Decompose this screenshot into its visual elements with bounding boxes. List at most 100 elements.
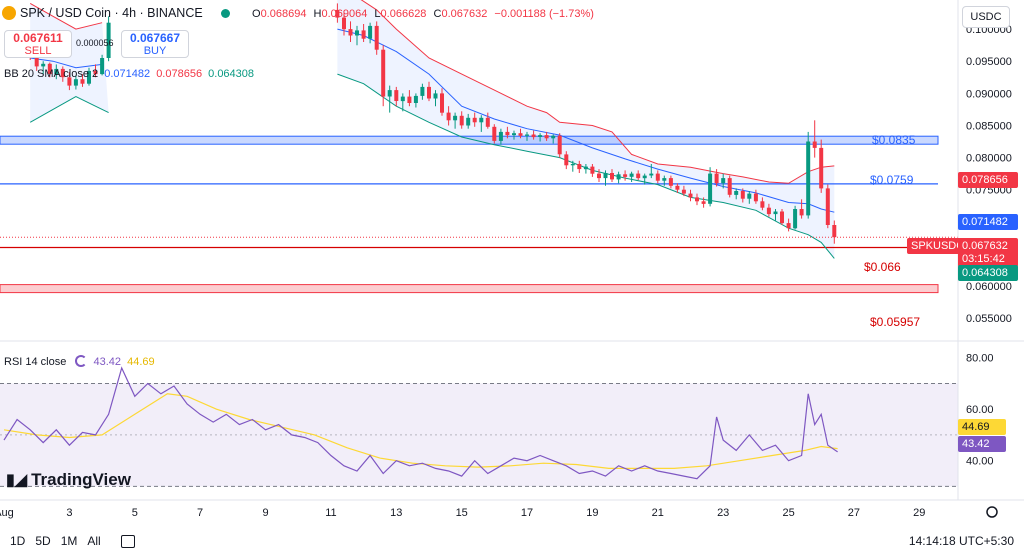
calendar-icon[interactable] <box>120 534 135 548</box>
candle-body <box>799 209 804 216</box>
candle-body <box>642 175 647 179</box>
tradingview-logo[interactable]: ▮◢ TradingView <box>6 470 131 490</box>
level-label-0759: $0.0759 <box>870 173 914 187</box>
bb-lower-value: 0.064308 <box>208 68 255 80</box>
candle-body <box>551 135 556 139</box>
settings-icon[interactable] <box>986 506 998 518</box>
candle-body <box>610 173 614 180</box>
clock[interactable]: 14:14:18 UTC+5:30 <box>908 534 1014 548</box>
rsi-tick-label: 60.00 <box>966 404 994 416</box>
time-tick-label: 23 <box>717 507 729 519</box>
loading-icon <box>75 355 88 367</box>
candle-body <box>47 63 52 75</box>
candle-body <box>695 197 699 202</box>
candle-body <box>87 70 91 84</box>
buy-label: BUY <box>143 45 167 57</box>
bb-label: BB 20 SMA close 2 <box>4 68 99 80</box>
candle-body <box>381 49 386 97</box>
rsi-ma-value: 44.69 <box>127 356 155 368</box>
range-1d[interactable]: 1D <box>10 534 26 548</box>
price-tick-label: 0.060000 <box>966 281 1012 293</box>
candle-body <box>557 135 562 155</box>
candle-body <box>67 77 72 86</box>
candle-body <box>577 164 582 170</box>
sell-button[interactable]: 0.067611 SELL <box>4 30 72 58</box>
time-tick-label: 3 <box>66 507 72 519</box>
candle-body <box>780 211 784 224</box>
price-tick-label: 0.090000 <box>966 88 1012 100</box>
price-tick-label: 0.080000 <box>966 153 1012 165</box>
rsi-legend[interactable]: RSI 14 close 43.42 44.69 <box>4 355 155 368</box>
countdown-tag: 03:15:42 <box>958 251 1018 267</box>
rsi-tag: 43.42 <box>958 436 1006 452</box>
price-tick-label: 0.095000 <box>966 56 1012 68</box>
rsi-ma-line <box>3 393 838 469</box>
plot-background <box>0 0 958 500</box>
bb-upper-value: 0.078656 <box>156 68 203 80</box>
sell-label: SELL <box>24 45 52 57</box>
symbol-title[interactable]: SPK / USD Coin · 4h · BINANCE <box>20 6 203 20</box>
candle-body <box>355 30 359 36</box>
bb-basis-line <box>337 28 835 213</box>
range-5d[interactable]: 5D <box>35 534 51 548</box>
candle-body <box>34 56 39 67</box>
candle-body <box>427 86 431 99</box>
time-tick-label: 21 <box>652 507 664 519</box>
bb-basis-line <box>30 57 103 69</box>
rsi-band <box>0 383 958 487</box>
symbol-header[interactable]: SPK / USD Coin · 4h · BINANCE <box>2 6 230 20</box>
low-label: L <box>374 8 381 20</box>
close-value: 0.067632 <box>441 8 488 20</box>
candle-body <box>655 173 660 181</box>
candle-body <box>374 25 379 50</box>
buy-button[interactable]: 0.067667 BUY <box>121 30 189 58</box>
price-tick-label: 0.085000 <box>966 121 1012 133</box>
candle-body <box>531 134 536 138</box>
candle-body <box>747 193 752 199</box>
ohlc-readout: O0.068694 H0.069064 L0.066628 C0.067632 … <box>252 8 598 20</box>
time-tick-label: 15 <box>456 507 468 519</box>
candle-body <box>466 117 471 126</box>
time-tick-label: 19 <box>586 507 598 519</box>
bb-basis-value: 0.071482 <box>104 68 151 80</box>
candle-body <box>505 131 510 136</box>
time-tick-label: 5 <box>132 507 138 519</box>
bb-upper-line <box>360 0 835 184</box>
rsi-tick-label: 80.00 <box>966 353 994 365</box>
currency-selector[interactable]: USDC <box>962 6 1010 28</box>
candle-body <box>73 79 78 86</box>
bb-lower-line <box>337 73 835 259</box>
bb-lower-line <box>29 96 109 123</box>
rsi-label: RSI 14 close <box>4 356 67 368</box>
level-label-0835: $0.0835 <box>872 133 916 147</box>
candle-body <box>786 223 791 229</box>
market-status-icon <box>220 8 230 18</box>
bb-legend[interactable]: BB 20 SMA close 2 0.071482 0.078656 0.06… <box>4 68 254 80</box>
candle-body <box>518 133 523 136</box>
candle-body <box>714 173 719 184</box>
candle-body <box>603 173 608 179</box>
candle-body <box>459 115 464 126</box>
open-label: O <box>252 8 261 20</box>
candle-body <box>525 134 529 136</box>
candle-body <box>498 131 503 141</box>
time-tick-label: 7 <box>197 507 203 519</box>
sell-price: 0.067611 <box>13 31 63 45</box>
candle-body <box>54 68 59 74</box>
candle-body <box>387 90 392 97</box>
level-zone <box>0 135 939 145</box>
candle-body <box>479 117 484 123</box>
candle-body <box>812 141 817 148</box>
low-value: 0.066628 <box>380 8 427 20</box>
price-tick-label: 0.055000 <box>966 313 1012 325</box>
candle-body <box>636 173 641 179</box>
range-all[interactable]: All <box>87 534 101 548</box>
candle-body <box>472 117 477 123</box>
high-label: H <box>313 8 322 20</box>
symbol-tag: SPKUSDC <box>907 238 969 254</box>
high-value: 0.069064 <box>321 8 368 20</box>
range-1m[interactable]: 1M <box>60 534 78 548</box>
candle-body <box>701 201 706 204</box>
time-tick-label: 11 <box>325 507 336 519</box>
